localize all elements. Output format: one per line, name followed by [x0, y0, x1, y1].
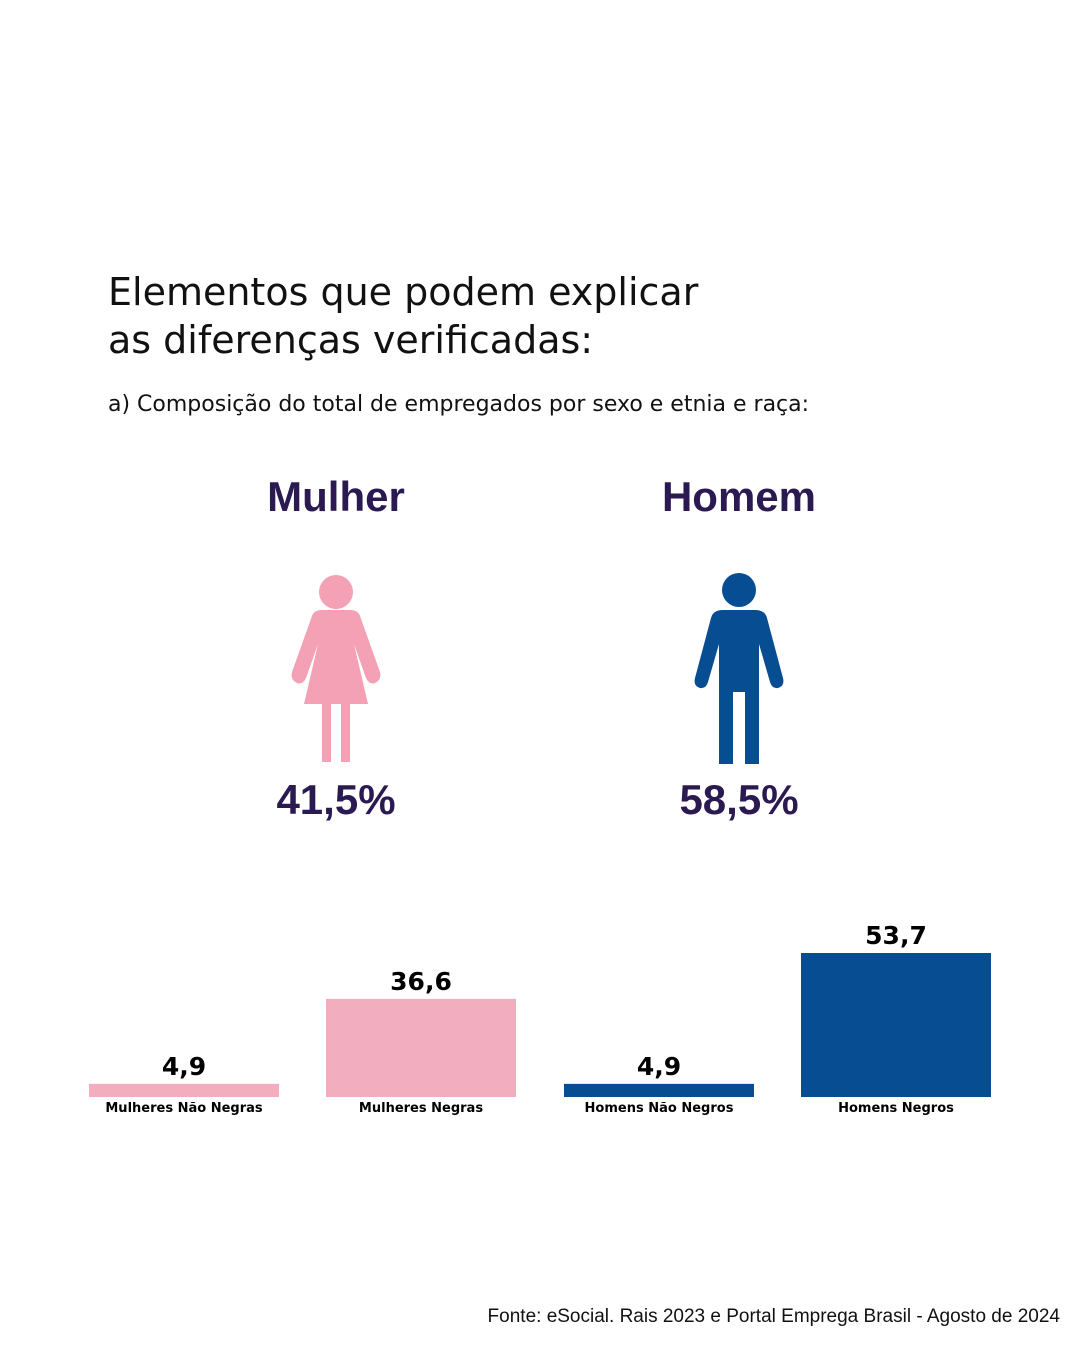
bar-category-label-2: Mulheres Negras — [359, 1101, 483, 1116]
subheading: a) Composição do total de empregados por… — [108, 392, 810, 417]
male-label: Homem — [661, 473, 817, 520]
source-note: Fonte: eSocial. Rais 2023 e Portal Empre… — [487, 1306, 1060, 1327]
page-title-line-2: as diferenças verificadas: — [108, 318, 594, 362]
bar-value-label-1: 4,9 — [162, 1052, 206, 1081]
female-label: Mulher — [267, 473, 405, 520]
bar-4 — [801, 953, 991, 1097]
female-block: Mulher 41,5% — [176, 472, 496, 824]
female-percentage: 41,5% — [276, 776, 396, 823]
bar-chart: 4,9 Mulheres Não Negras 36,6 Mulheres Negra… — [89, 921, 991, 1116]
page-title: Elementos que podem explicar as diferenç… — [108, 268, 1008, 364]
male-percentage: 58,5% — [679, 776, 799, 823]
bar-category-label-4: Homens Negros — [838, 1101, 954, 1116]
male-block: Homem 58,5% — [579, 472, 899, 824]
bar-value-label-4: 53,7 — [865, 921, 927, 950]
bar-category-label-3: Homens Não Negros — [585, 1101, 734, 1116]
female-person-icon — [291, 575, 381, 762]
bar-value-label-3: 4,9 — [637, 1052, 681, 1081]
bar-3 — [564, 1083, 754, 1097]
page-title-line-1: Elementos que podem explicar — [108, 270, 699, 314]
bar-category-label-1: Mulheres Não Negras — [105, 1101, 263, 1116]
bar-2 — [326, 998, 516, 1097]
male-person-icon — [694, 573, 784, 764]
bar-1 — [89, 1083, 279, 1097]
bar-value-label-2: 36,6 — [390, 967, 452, 996]
